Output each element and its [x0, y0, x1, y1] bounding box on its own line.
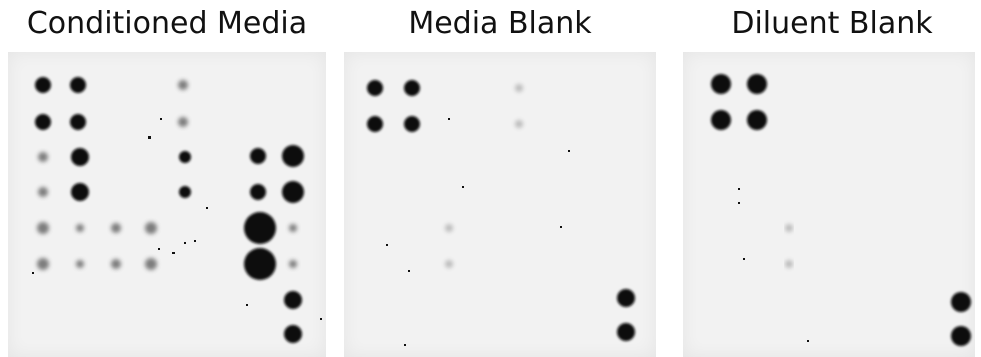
blot-image	[8, 52, 326, 357]
panel-media-blank: Media Blank	[344, 0, 656, 357]
panel-diluent-blank: Diluent Blank	[683, 0, 981, 357]
dot-blot-membrane	[367, 80, 635, 346]
panel-conditioned-media: Conditioned Media	[8, 0, 326, 357]
dot-blot-membrane	[711, 74, 971, 346]
blot-image	[683, 52, 975, 357]
blot-image	[344, 52, 656, 357]
panel-title: Media Blank	[408, 5, 592, 41]
panel-title: Diluent Blank	[731, 5, 933, 41]
panel-title: Conditioned Media	[26, 5, 308, 41]
dot-blot-membrane	[32, 77, 322, 343]
